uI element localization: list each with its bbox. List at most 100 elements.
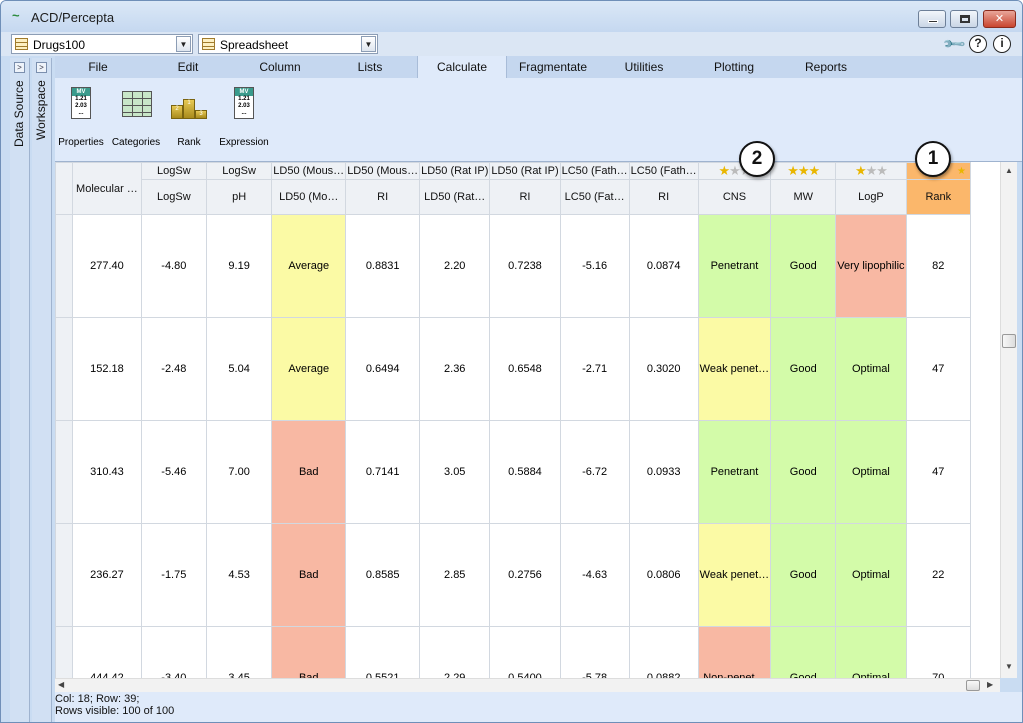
table-cell[interactable]: Optimal bbox=[835, 420, 907, 524]
col-header[interactable]: RI bbox=[345, 179, 421, 215]
col-header-molecular-weight[interactable]: Molecular … bbox=[72, 162, 142, 215]
col-group-header[interactable]: LD50 (Rat IP) bbox=[489, 162, 561, 180]
table-cell[interactable]: Penetrant bbox=[697, 214, 772, 318]
table-cell[interactable]: Bad bbox=[271, 523, 347, 627]
table-cell[interactable]: 5.04 bbox=[205, 317, 273, 421]
table-cell[interactable]: 9.19 bbox=[205, 214, 273, 318]
properties-button[interactable]: MV 1.21 2.03 ... Properties bbox=[58, 87, 104, 148]
table-cell[interactable]: -1.75 bbox=[140, 523, 207, 627]
tab-calculate[interactable]: Calculate bbox=[417, 56, 507, 78]
table-cell[interactable]: -4.80 bbox=[140, 214, 207, 318]
table-cell[interactable]: 0.2756 bbox=[489, 523, 561, 627]
table-cell[interactable]: Bad bbox=[271, 626, 347, 678]
table-row[interactable]: 277.40 -4.80 9.19 Average 0.8831 2.20 0.7238 -5… bbox=[55, 214, 971, 318]
col-header[interactable]: RI bbox=[489, 179, 561, 215]
horizontal-scrollbar[interactable]: ◀ ▶ bbox=[55, 678, 1000, 692]
table-cell[interactable]: 0.0806 bbox=[628, 523, 699, 627]
table-cell[interactable]: -2.71 bbox=[559, 317, 630, 421]
horizontal-scroll-thumb[interactable] bbox=[966, 680, 980, 691]
tab-fragmentate[interactable]: Fragmentate bbox=[518, 60, 588, 74]
logp-star-rating[interactable]: ★★★ bbox=[835, 162, 907, 180]
tab-file[interactable]: File bbox=[88, 60, 108, 74]
tab-plotting[interactable]: Plotting bbox=[713, 60, 755, 74]
expand-icon[interactable]: > bbox=[36, 62, 47, 73]
chevron-down-icon[interactable]: ▼ bbox=[176, 36, 191, 52]
table-cell[interactable]: 0.0882 bbox=[628, 626, 699, 678]
table-cell[interactable]: 2.85 bbox=[419, 523, 491, 627]
col-header[interactable]: LD50 (Mo… bbox=[271, 179, 347, 215]
table-row[interactable]: 444.42 -3.40 3.45 Bad 0.5521 2.29 0.5400 -5.78 0… bbox=[55, 626, 971, 678]
table-cell[interactable]: Good bbox=[770, 214, 837, 318]
vertical-scrollbar[interactable]: ▲ ▼ bbox=[1000, 162, 1017, 678]
table-cell[interactable]: Good bbox=[770, 523, 837, 627]
col-group-header[interactable]: LD50 (Rat IP) bbox=[419, 162, 491, 180]
table-cell[interactable]: 3.05 bbox=[419, 420, 491, 524]
table-cell[interactable]: 0.3020 bbox=[628, 317, 699, 421]
table-cell[interactable]: 82 bbox=[905, 214, 971, 318]
row-header[interactable] bbox=[55, 214, 74, 318]
table-cell[interactable]: 0.6494 bbox=[345, 317, 421, 421]
table-cell[interactable]: Non-penet… bbox=[697, 626, 772, 678]
table-cell[interactable]: 236.27 bbox=[72, 523, 142, 627]
table-cell[interactable]: 2.20 bbox=[419, 214, 491, 318]
table-cell[interactable]: Good bbox=[770, 420, 837, 524]
corner-cell[interactable] bbox=[55, 162, 74, 215]
table-cell[interactable]: 0.7141 bbox=[345, 420, 421, 524]
data-source-panel[interactable]: > Data Source bbox=[10, 58, 30, 722]
col-header[interactable]: LC50 (Fat… bbox=[559, 179, 630, 215]
table-cell[interactable]: 0.6548 bbox=[489, 317, 561, 421]
table-cell[interactable]: -2.48 bbox=[140, 317, 207, 421]
col-group-header[interactable]: LogSw bbox=[140, 162, 207, 180]
workspace-panel[interactable]: > Workspace bbox=[32, 58, 52, 722]
table-cell[interactable]: 3.45 bbox=[205, 626, 273, 678]
table-cell[interactable]: 0.8585 bbox=[345, 523, 421, 627]
table-cell[interactable]: 47 bbox=[905, 317, 971, 421]
table-cell[interactable]: 0.7238 bbox=[489, 214, 561, 318]
row-header[interactable] bbox=[55, 523, 74, 627]
minimize-button[interactable] bbox=[918, 10, 946, 28]
scroll-right-icon[interactable]: ▶ bbox=[987, 680, 994, 689]
table-row[interactable]: 152.18 -2.48 5.04 Average 0.6494 2.36 0.6548 -2… bbox=[55, 317, 971, 421]
row-header[interactable] bbox=[55, 420, 74, 524]
mw-star-rating[interactable]: ★★★ bbox=[770, 162, 837, 180]
tab-lists[interactable]: Lists bbox=[357, 60, 383, 74]
col-header[interactable]: pH bbox=[205, 179, 273, 215]
table-cell[interactable]: 0.5884 bbox=[489, 420, 561, 524]
table-row[interactable]: 310.43 -5.46 7.00 Bad 0.7141 3.05 0.5884 -6.72 0… bbox=[55, 420, 971, 524]
table-cell[interactable]: 4.53 bbox=[205, 523, 273, 627]
table-cell[interactable]: Optimal bbox=[835, 523, 907, 627]
col-group-header[interactable]: LD50 (Mous… bbox=[345, 162, 421, 180]
tab-reports[interactable]: Reports bbox=[804, 60, 848, 74]
col-group-header[interactable]: LC50 (Fath… bbox=[628, 162, 699, 180]
table-cell[interactable]: -3.40 bbox=[140, 626, 207, 678]
table-cell[interactable]: -5.78 bbox=[559, 626, 630, 678]
table-cell[interactable]: 2.29 bbox=[419, 626, 491, 678]
table-cell[interactable]: 22 bbox=[905, 523, 971, 627]
table-cell[interactable]: 47 bbox=[905, 420, 971, 524]
table-cell[interactable]: Penetrant bbox=[697, 420, 772, 524]
rank-button[interactable]: 2 1 3 Rank bbox=[171, 87, 207, 148]
table-cell[interactable]: 0.5521 bbox=[345, 626, 421, 678]
table-cell[interactable]: -5.46 bbox=[140, 420, 207, 524]
col-header[interactable]: LogSw bbox=[140, 179, 207, 215]
table-row[interactable]: 236.27 -1.75 4.53 Bad 0.8585 2.85 0.2756 -4.63 0… bbox=[55, 523, 971, 627]
table-cell[interactable]: Optimal bbox=[835, 317, 907, 421]
table-cell[interactable]: -6.72 bbox=[559, 420, 630, 524]
table-cell[interactable]: 0.0874 bbox=[628, 214, 699, 318]
col-header-logp[interactable]: LogP bbox=[835, 179, 907, 215]
scroll-down-icon[interactable]: ▼ bbox=[1005, 662, 1013, 671]
spreadsheet-grid[interactable]: Molecular … LogSw LogSw LD50 (Mous… LD50… bbox=[55, 162, 971, 678]
row-header[interactable] bbox=[55, 317, 74, 421]
table-cell[interactable]: 444.42 bbox=[72, 626, 142, 678]
tab-column[interactable]: Column bbox=[259, 60, 301, 74]
table-cell[interactable]: 152.18 bbox=[72, 317, 142, 421]
table-cell[interactable]: 2.36 bbox=[419, 317, 491, 421]
table-cell[interactable]: 7.00 bbox=[205, 420, 273, 524]
categories-button[interactable]: Categories bbox=[112, 87, 160, 148]
col-group-header[interactable]: LogSw bbox=[205, 162, 273, 180]
col-group-header[interactable]: LD50 (Mous… bbox=[271, 162, 347, 180]
close-button[interactable]: ✕ bbox=[983, 10, 1016, 28]
vertical-scroll-thumb[interactable] bbox=[1002, 334, 1016, 348]
table-cell[interactable]: Very lipophilic bbox=[835, 214, 907, 318]
table-cell[interactable]: 0.5400 bbox=[489, 626, 561, 678]
